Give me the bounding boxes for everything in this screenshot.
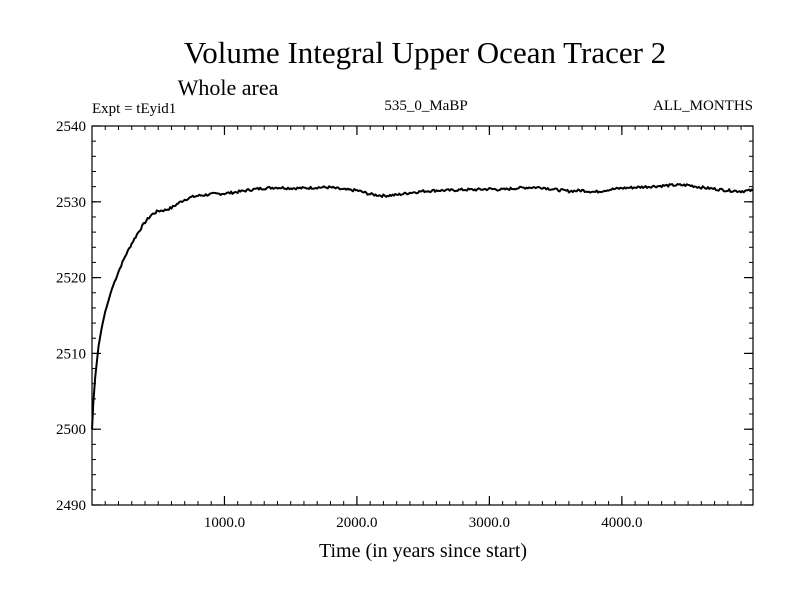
chart-subtitle: Whole area xyxy=(178,75,279,100)
y-tick-label: 2540 xyxy=(56,119,86,135)
months-label: ALL_MONTHS xyxy=(653,98,753,114)
tick-labels: 1000.0 2000.0 3000.0 4000.0 2490 2500 2510 2520… xyxy=(56,119,642,531)
y-tick-label: 2510 xyxy=(56,346,86,362)
chart-title: Volume Integral Upper Ocean Tracer 2 xyxy=(184,35,666,70)
ticks xyxy=(92,125,753,506)
x-tick-label: 3000.0 xyxy=(469,515,510,531)
y-tick-label: 2490 xyxy=(56,498,86,514)
x-tick-label: 2000.0 xyxy=(336,515,377,531)
axes xyxy=(91,125,754,506)
experiment-label: Expt = tEyid1 xyxy=(92,101,176,117)
y-tick-label: 2520 xyxy=(56,271,86,287)
x-tick-label: 1000.0 xyxy=(204,515,245,531)
case-label: 535_0_MaBP xyxy=(384,98,467,114)
y-tick-label: 2530 xyxy=(56,195,86,211)
x-axis-label: Time (in years since start) xyxy=(319,540,527,562)
plot-frame xyxy=(91,125,754,506)
y-tick-label: 2500 xyxy=(56,422,86,438)
x-tick-label: 4000.0 xyxy=(601,515,642,531)
series-line xyxy=(91,183,754,430)
